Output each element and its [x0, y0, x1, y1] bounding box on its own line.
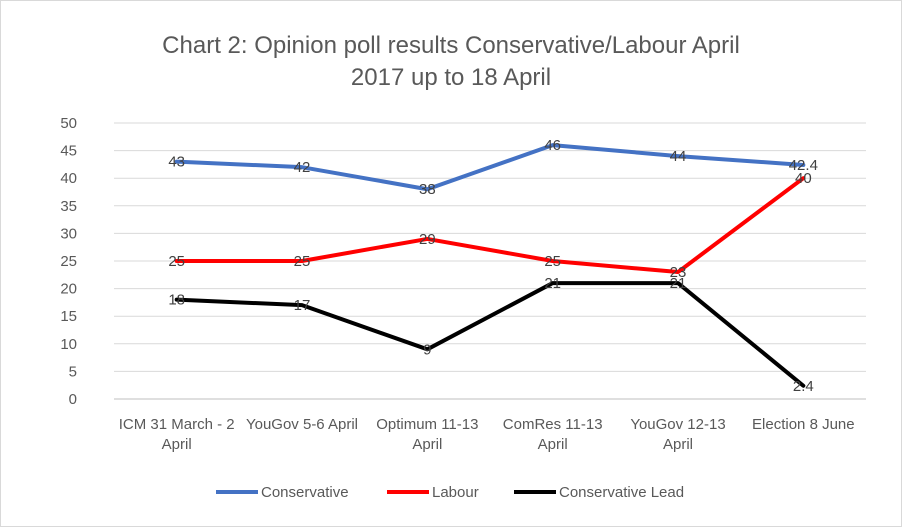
legend-label: Conservative Lead — [559, 484, 684, 501]
y-tick-label: 25 — [60, 253, 77, 270]
y-tick-label: 45 — [60, 143, 77, 160]
chart-title-line: 2017 up to 18 April — [351, 64, 551, 91]
series-line-2 — [174, 281, 806, 388]
data-label: 25 — [168, 253, 185, 270]
legend-label: Labour — [432, 484, 479, 501]
x-tick-label: ComRes 11-13 — [503, 416, 603, 433]
data-label: 46 — [544, 137, 561, 154]
data-label: 2.4 — [793, 378, 814, 395]
data-label: 29 — [419, 231, 436, 248]
x-tick-label: YouGov 12-13 — [630, 416, 725, 433]
y-tick-label: 40 — [60, 170, 77, 187]
data-label: 25 — [294, 253, 311, 270]
y-tick-label: 0 — [69, 391, 77, 408]
x-axis-tick-labels: ICM 31 March - 2 April YouGov 5-6 April Opt… — [119, 416, 855, 453]
y-tick-label: 35 — [60, 198, 77, 215]
data-label: 18 — [168, 292, 185, 309]
y-tick-label: 30 — [60, 225, 77, 242]
series-lines — [174, 143, 806, 388]
chart-title-line: Chart 2: Opinion poll results Conservati… — [162, 32, 740, 59]
data-label: 38 — [419, 181, 436, 198]
data-label: 44 — [670, 148, 687, 165]
data-label: 40 — [795, 170, 812, 187]
y-tick-label: 5 — [69, 363, 77, 380]
data-label: 21 — [670, 275, 687, 292]
x-tick-label: April — [538, 436, 568, 453]
data-label: 9 — [423, 341, 431, 358]
y-tick-label: 20 — [60, 281, 77, 298]
x-tick-label: April — [663, 436, 693, 453]
y-tick-label: 10 — [60, 336, 77, 353]
y-tick-label: 15 — [60, 308, 77, 325]
y-axis-tick-labels: 0 5 10 15 20 25 30 35 40 45 50 — [60, 115, 77, 408]
chart-title: Chart 2: Opinion poll results Conservati… — [162, 32, 740, 91]
x-tick-label: ICM 31 March - 2 — [119, 416, 235, 433]
x-tick-label: April — [162, 436, 192, 453]
data-label: 42.4 — [789, 157, 818, 174]
series-line-1 — [174, 176, 806, 275]
data-label: 21 — [544, 275, 561, 292]
data-label: 25 — [544, 253, 561, 270]
legend-label: Conservative — [261, 484, 349, 501]
data-label: 23 — [670, 264, 687, 281]
x-tick-label: Election 8 June — [752, 416, 855, 433]
legend: Conservative Labour Conservative Lead — [216, 484, 684, 501]
data-label: 17 — [294, 297, 311, 314]
data-label: 43 — [168, 154, 185, 171]
x-tick-label: Optimum 11-13 — [376, 416, 478, 433]
y-tick-label: 50 — [60, 115, 77, 132]
x-tick-label: April — [412, 436, 442, 453]
data-labels: 43 42 38 46 44 42.4 25 25 29 25 23 40 18 17 9 21 21 2.4 — [168, 137, 818, 395]
series-line-0 — [174, 143, 806, 192]
data-label: 42 — [294, 159, 311, 176]
x-tick-label: YouGov 5-6 April — [246, 416, 358, 433]
